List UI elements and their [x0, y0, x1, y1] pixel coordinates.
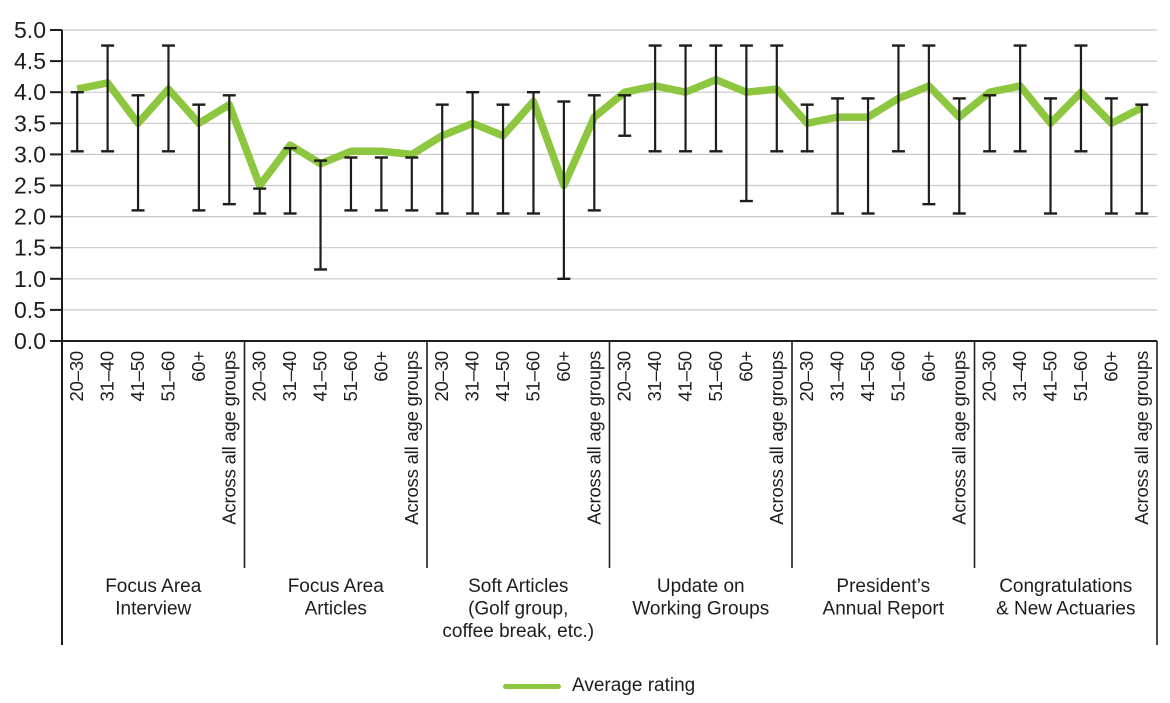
- x-axis-age-label: 41–50: [127, 351, 148, 401]
- y-axis-label: 2.5: [14, 173, 46, 199]
- y-axis-label: 1.5: [14, 235, 46, 261]
- section-label: Focus Area: [288, 576, 385, 597]
- x-axis-age-label: 31–40: [827, 351, 848, 401]
- x-axis-age-label: 60+: [370, 351, 391, 382]
- x-axis-age-label: 51–60: [157, 351, 178, 401]
- section-label: Update on: [657, 576, 745, 597]
- x-axis-age-label: 60+: [553, 351, 574, 382]
- x-axis-age-label: 41–50: [310, 351, 331, 401]
- average-rating-line: [76, 76, 1144, 190]
- section-label: Annual Report: [823, 599, 945, 620]
- x-axis-age-label: Across all age groups: [1131, 351, 1152, 525]
- x-axis-age-label: 20–30: [431, 351, 452, 401]
- y-axis-label: 3.5: [14, 110, 46, 136]
- x-axis-age-label: Across all age groups: [948, 351, 969, 525]
- section-label: coffee break, etc.): [442, 621, 594, 642]
- y-axis-label: 5.0: [14, 17, 46, 43]
- y-axis-label: 0.0: [14, 328, 46, 354]
- y-axis-label: 4.0: [14, 79, 46, 105]
- x-axis-age-label: 60+: [1100, 351, 1121, 382]
- x-axis-age-label: Across all age groups: [766, 351, 787, 525]
- legend-label: Average rating: [572, 675, 696, 696]
- section-label: Focus Area: [105, 576, 202, 597]
- x-axis-age-label: 51–60: [887, 351, 908, 401]
- x-axis-age-label: 41–50: [492, 351, 513, 401]
- x-axis-age-label: 60+: [735, 351, 756, 382]
- y-axis-label: 2.0: [14, 204, 46, 230]
- section-label: (Golf group,: [468, 599, 568, 620]
- y-axis-label: 3.0: [14, 141, 46, 167]
- x-axis-age-label: 41–50: [675, 351, 696, 401]
- x-axis-age-label: Across all age groups: [218, 351, 239, 525]
- x-axis-age-label: 60+: [188, 351, 209, 382]
- x-axis-age-label: Across all age groups: [401, 351, 422, 525]
- x-axis-age-label: 20–30: [979, 351, 1000, 401]
- section-label: President’s: [836, 576, 930, 597]
- y-axis-label: 1.0: [14, 266, 46, 292]
- x-axis-age-label: 20–30: [796, 351, 817, 401]
- y-axis-label: 0.5: [14, 297, 46, 323]
- section-label: Working Groups: [632, 599, 769, 620]
- legend: Average rating: [503, 675, 696, 696]
- section-label: & New Actuaries: [996, 599, 1135, 620]
- section-label: Articles: [305, 599, 367, 620]
- x-axis-age-label: Across all age groups: [583, 351, 604, 525]
- y-axis-label: 4.5: [14, 48, 46, 74]
- x-axis-age-label: 31–40: [462, 351, 483, 401]
- x-axis-age-label: 31–40: [279, 351, 300, 401]
- x-axis-age-label: 31–40: [1009, 351, 1030, 401]
- x-axis-age-label: 20–30: [249, 351, 270, 401]
- x-axis-age-label: 51–60: [1070, 351, 1091, 401]
- section-label: Congratulations: [999, 576, 1132, 597]
- x-axis-age-label: 51–60: [522, 351, 543, 401]
- x-axis-age-label: 31–40: [644, 351, 665, 401]
- section-label: Soft Articles: [468, 576, 568, 597]
- legend-line-swatch: [503, 683, 561, 689]
- x-axis-age-label: 20–30: [66, 351, 87, 401]
- x-axis-age-label: 41–50: [1040, 351, 1061, 401]
- section-label: Interview: [115, 599, 191, 620]
- x-axis-age-label: 51–60: [340, 351, 361, 401]
- x-axis-age-label: 20–30: [614, 351, 635, 401]
- x-axis-age-label: 31–40: [97, 351, 118, 401]
- x-axis-age-label: 51–60: [705, 351, 726, 401]
- x-axis-age-label: 41–50: [857, 351, 878, 401]
- x-axis-age-label: 60+: [918, 351, 939, 382]
